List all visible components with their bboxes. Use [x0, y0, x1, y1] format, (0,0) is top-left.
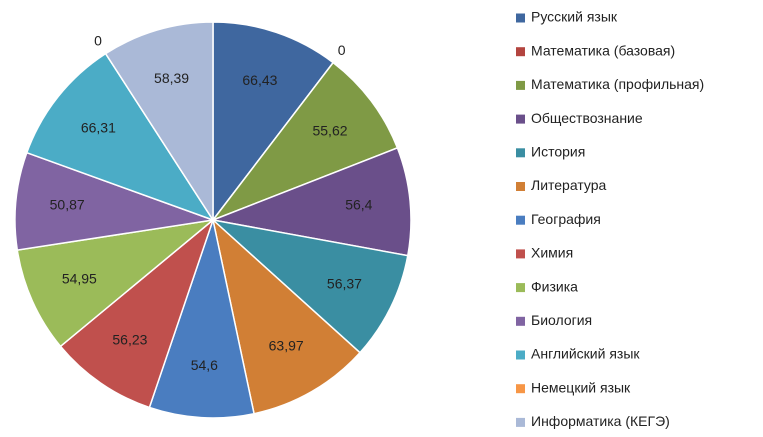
legend-label: Физика	[531, 278, 578, 294]
legend-swatch	[516, 215, 525, 225]
pie-slice	[14, 151, 214, 251]
legend-swatch	[516, 283, 525, 293]
legend: Русский язык Математика (базовая) Математи…	[516, 9, 704, 429]
pie-slice	[16, 218, 216, 348]
pie-slice	[211, 217, 362, 415]
legend-label: История	[531, 144, 585, 160]
data-label: 56,4	[345, 197, 372, 213]
legend-swatch	[516, 417, 525, 427]
data-label: 54,6	[191, 357, 218, 373]
legend-swatch	[516, 384, 525, 394]
pie-slice	[210, 61, 399, 222]
legend-label: Обществознание	[531, 110, 643, 126]
legend-swatch	[516, 148, 525, 158]
legend-label: Математика (базовая)	[531, 42, 675, 58]
legend-label: Математика (профильная)	[531, 76, 704, 92]
pie-slice	[104, 21, 214, 223]
legend-swatch	[516, 249, 525, 259]
legend-swatch	[516, 80, 525, 90]
pie-slice	[212, 21, 335, 223]
legend-label: География	[531, 211, 601, 227]
legend-swatch	[516, 316, 525, 326]
pie-slice	[59, 217, 215, 409]
legend-label: Немецкий язык	[531, 379, 631, 395]
data-label: 58,39	[154, 70, 189, 86]
data-label: 0	[338, 42, 346, 58]
legend-label: Информатика (КЕГЭ)	[531, 413, 670, 429]
data-label: 66,43	[242, 72, 277, 88]
legend-swatch	[516, 47, 525, 57]
legend-swatch	[516, 350, 525, 360]
data-label: 63,97	[269, 338, 304, 354]
legend-swatch	[516, 13, 525, 23]
data-label: 0	[94, 33, 102, 49]
data-label: 56,23	[112, 331, 147, 347]
pie-slice	[148, 217, 255, 419]
pie-slice	[25, 52, 215, 222]
data-label: 66,31	[81, 119, 116, 135]
legend-label: Литература	[531, 177, 607, 193]
data-label: 55,62	[312, 123, 347, 139]
pie-slice	[210, 218, 409, 354]
legend-label: Биология	[531, 312, 592, 328]
legend-label: Русский язык	[531, 9, 618, 25]
legend-swatch	[516, 182, 525, 191]
data-label: 50,87	[50, 196, 85, 212]
legend-swatch	[516, 114, 525, 124]
data-label: 54,95	[62, 271, 97, 287]
legend-label: Химия	[531, 245, 573, 261]
data-label: 56,37	[327, 275, 362, 291]
legend-label: Английский язык	[531, 346, 640, 362]
